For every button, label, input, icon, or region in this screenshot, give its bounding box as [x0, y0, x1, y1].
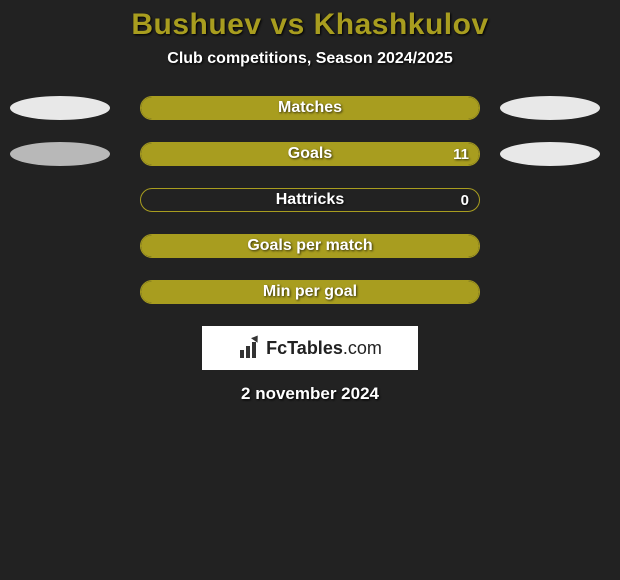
comparison-chart: Matches Goals 11 Hattricks 0 [0, 96, 620, 304]
bar-track: Matches [140, 96, 480, 120]
brand-bold: FcTables [266, 338, 343, 358]
bar-track: Goals 11 [140, 142, 480, 166]
left-ellipse [10, 96, 110, 120]
stat-row-min-per-goal: Min per goal [0, 280, 620, 304]
bar-track: Min per goal [140, 280, 480, 304]
brand-light: .com [343, 338, 382, 358]
chart-icon [238, 338, 262, 358]
brand-text: FcTables.com [266, 338, 382, 359]
stat-row-hattricks: Hattricks 0 [0, 188, 620, 212]
bar-value: 11 [453, 143, 469, 165]
brand-logo-inner: FcTables.com [238, 338, 382, 359]
bar-track: Goals per match [140, 234, 480, 258]
bar-fill [141, 235, 479, 257]
left-ellipse [10, 142, 110, 166]
bar-value: 0 [461, 189, 469, 211]
bar-fill [141, 143, 479, 165]
bar-track: Hattricks 0 [140, 188, 480, 212]
right-ellipse [500, 96, 600, 120]
bar-label: Hattricks [141, 189, 479, 211]
date-label: 2 november 2024 [0, 384, 620, 404]
subtitle: Club competitions, Season 2024/2025 [0, 50, 620, 68]
bar-fill [141, 97, 479, 119]
stat-row-goals-per-match: Goals per match [0, 234, 620, 258]
page-title: Bushuev vs Khashkulov [0, 8, 620, 42]
bar-fill [141, 281, 479, 303]
stat-row-matches: Matches [0, 96, 620, 120]
stat-row-goals: Goals 11 [0, 142, 620, 166]
brand-logo[interactable]: FcTables.com [202, 326, 418, 370]
root-container: Bushuev vs Khashkulov Club competitions,… [0, 0, 620, 404]
right-ellipse [500, 142, 600, 166]
